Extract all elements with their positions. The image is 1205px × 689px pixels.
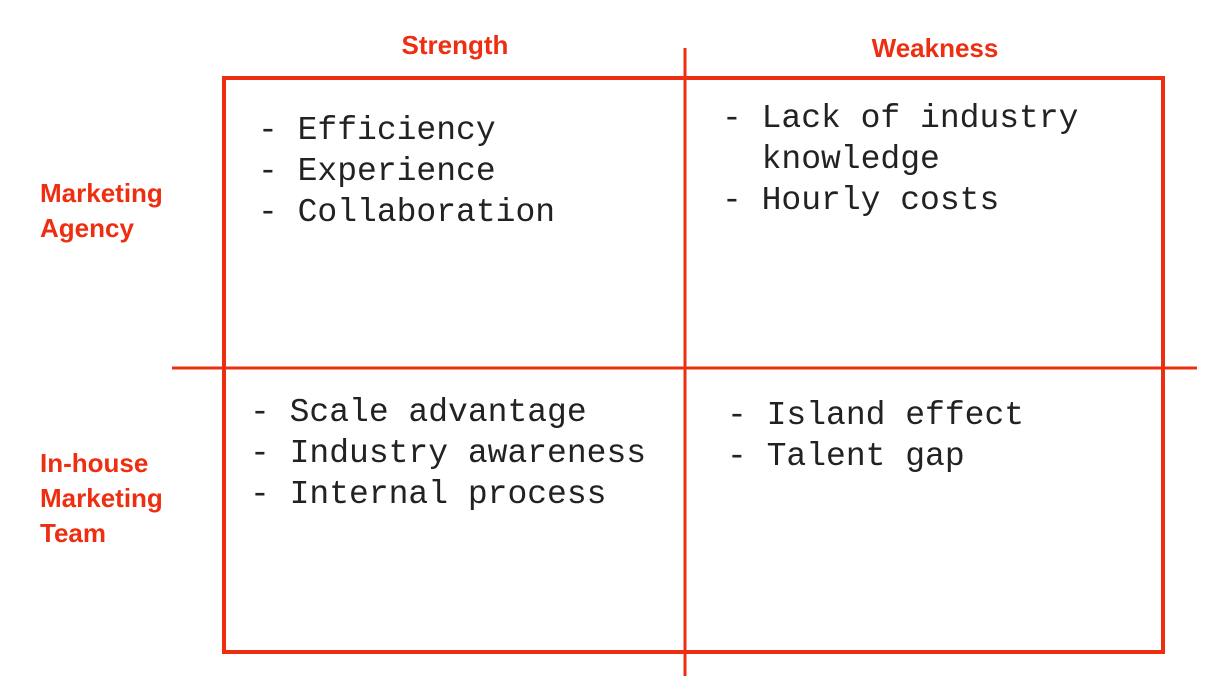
bullet-item: - Experience bbox=[258, 153, 496, 190]
row-header-line: In-house bbox=[40, 448, 149, 478]
bullet-item: - Lack of industry knowledge bbox=[722, 100, 1099, 178]
cell: - Island effect - Talent gap bbox=[727, 395, 1147, 477]
row-header-line: Team bbox=[40, 518, 106, 548]
column-header: Weakness bbox=[871, 33, 999, 63]
bullet-item: - Island effect bbox=[727, 397, 1025, 434]
bullet-item: - Hourly costs bbox=[722, 182, 1000, 219]
bullet-item: - Industry awareness bbox=[250, 435, 647, 472]
bullet-item: - Talent gap bbox=[727, 438, 965, 475]
bullet-item: - Collaboration bbox=[258, 194, 556, 231]
row-header: In-house Marketing Team bbox=[40, 446, 163, 551]
bullet-item: - Scale advantage bbox=[250, 394, 587, 431]
cell: - Scale advantage - Industry awareness - I… bbox=[250, 392, 670, 515]
matrix-border bbox=[222, 76, 1165, 654]
cell: - Efficiency - Experience - Collaboration bbox=[258, 110, 678, 233]
bullet-item: - Efficiency bbox=[258, 112, 496, 149]
row-header-line: Agency bbox=[40, 213, 134, 243]
cell: - Lack of industry knowledge - Hourly cos… bbox=[722, 98, 1142, 221]
row-header-line: Marketing bbox=[40, 483, 163, 513]
column-header: Strength bbox=[401, 30, 509, 60]
bullet-item: - Internal process bbox=[250, 476, 607, 513]
row-header: Marketing Agency bbox=[40, 176, 163, 246]
row-header-line: Marketing bbox=[40, 178, 163, 208]
